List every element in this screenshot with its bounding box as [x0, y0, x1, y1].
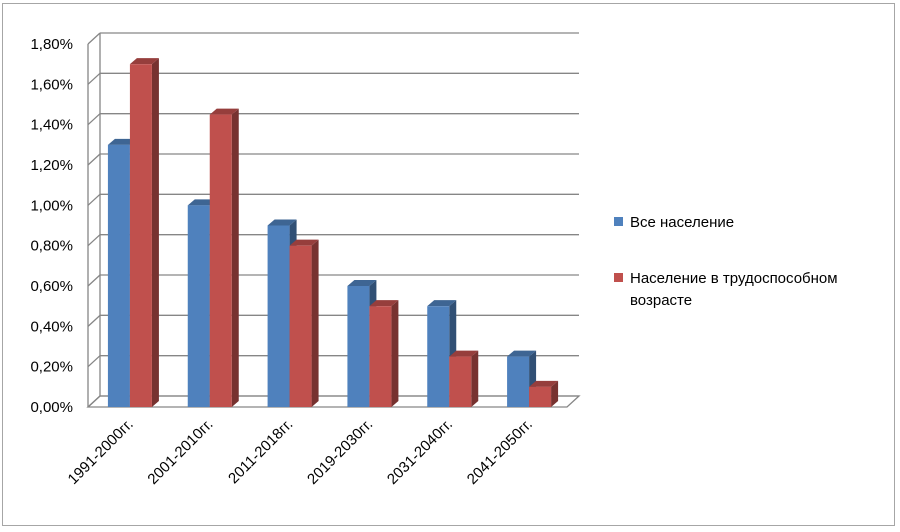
- bar-front: [289, 245, 312, 407]
- x-tick-label: 2019-2030гг.: [304, 416, 376, 488]
- bar-side: [231, 108, 239, 407]
- y-tick-label: 1,60%: [30, 76, 73, 93]
- y-tick-label: 0,60%: [30, 278, 73, 295]
- y-tick-label: 0,80%: [30, 238, 73, 255]
- bar-front: [107, 144, 130, 408]
- gridline-side: [87, 355, 101, 368]
- bar: [449, 350, 479, 407]
- legend-item-all-population: Все население: [614, 212, 894, 234]
- legend-label-working-age: Население в трудоспособном возрасте: [630, 270, 838, 309]
- bar: [507, 350, 537, 407]
- y-tick-label: 0,20%: [30, 359, 73, 376]
- y-tick-label: 1,00%: [30, 197, 73, 214]
- bar-top: [529, 380, 559, 387]
- bar: [529, 380, 559, 407]
- x-tick-label: 2031-2040гг.: [384, 416, 456, 488]
- chart-floor: [86, 395, 581, 408]
- bar-front: [449, 356, 472, 407]
- legend-label-all-population: Все население: [630, 214, 735, 231]
- gridline-side: [87, 153, 101, 166]
- bar-side: [471, 350, 479, 407]
- gridline-side: [87, 193, 101, 206]
- legend-swatch-working-age: [614, 273, 623, 282]
- bar-front: [427, 306, 450, 407]
- bar: [209, 108, 239, 407]
- y-tick-label: 0,00%: [30, 399, 73, 416]
- legend: Все население Население в трудоспособном…: [614, 212, 894, 346]
- bar-top: [449, 350, 479, 357]
- gridline-side: [87, 274, 101, 287]
- bar-top: [369, 300, 399, 307]
- gridline-side: [87, 314, 101, 327]
- bar: [369, 300, 399, 407]
- y-tick-label: 1,40%: [30, 117, 73, 134]
- bar-side: [551, 380, 559, 407]
- bar-top: [107, 138, 137, 145]
- x-tick-label: 2041-2050гг.: [464, 416, 536, 488]
- gridline-side: [87, 32, 101, 45]
- gridline-side: [87, 113, 101, 126]
- bar-front: [129, 64, 152, 408]
- bar: [129, 58, 159, 408]
- bar-front: [209, 114, 232, 407]
- bar-side: [151, 58, 159, 408]
- gridline-side: [87, 234, 101, 247]
- legend-item-working-age: Население в трудоспособном возрасте: [614, 268, 894, 312]
- bar-front: [507, 356, 530, 407]
- y-tick-label: 1,20%: [30, 157, 73, 174]
- bar: [289, 239, 319, 407]
- y-tick-label: 0,40%: [30, 318, 73, 335]
- x-tick-label: 1991-2000гг.: [65, 416, 137, 488]
- bar-front: [267, 225, 290, 407]
- bar-front: [187, 205, 210, 407]
- bar-top: [209, 108, 239, 115]
- bar-side: [391, 300, 399, 407]
- bar-top: [267, 219, 297, 226]
- bar-top: [347, 280, 377, 286]
- y-tick-label: 1,80%: [30, 36, 73, 53]
- bar-top: [289, 239, 319, 246]
- x-tick-label: 2011-2018гг.: [225, 416, 296, 487]
- bar-front: [529, 386, 552, 407]
- bar-top: [507, 350, 537, 357]
- gridline-side: [87, 72, 101, 85]
- bar-top: [129, 58, 159, 65]
- x-tick-label: 2001-2010гг.: [144, 416, 216, 488]
- bar-top: [427, 300, 457, 307]
- bar-front: [369, 306, 392, 407]
- bar-front: [347, 286, 370, 407]
- legend-swatch-all-population: [614, 217, 623, 226]
- bar-side: [311, 239, 319, 407]
- bar-top: [187, 199, 217, 206]
